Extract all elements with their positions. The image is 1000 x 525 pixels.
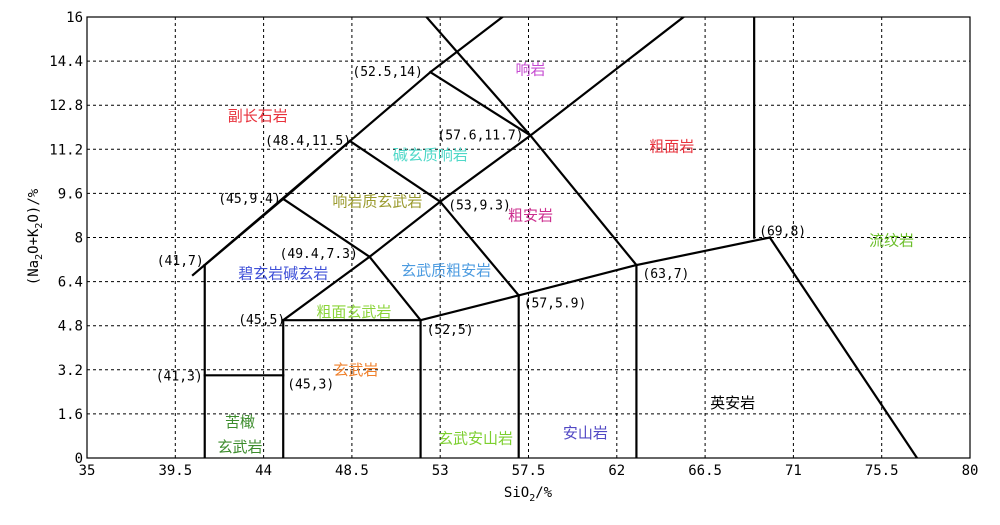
vertex-label: (41,3) [156, 369, 203, 384]
boundary-line [635, 236, 772, 267]
vertex-label: (57,5.9) [524, 296, 587, 311]
vertex-label: (48.4,11.5) [265, 134, 351, 149]
y-tick-label: 0 [75, 451, 83, 467]
rock-name-label: 响岩 [515, 60, 545, 78]
x-tick-label: 44 [255, 463, 272, 479]
plot-frame [86, 16, 971, 459]
boundary-line [281, 197, 372, 259]
x-tick-label: 71 [785, 463, 802, 479]
boundary-line [428, 70, 532, 138]
svg-text:(Na2O+K2O)/%: (Na2O+K2O)/% [26, 188, 45, 285]
boundary-line [368, 200, 442, 259]
classification-boundaries [191, 17, 919, 458]
vertex-label: (45,5) [238, 313, 285, 328]
x-tick-label: 66.5 [688, 463, 722, 479]
x-tick-label: 75.5 [865, 463, 899, 479]
boundary-line [428, 17, 505, 74]
vertex-label: (45,3) [287, 377, 334, 392]
rock-name-label: 碧玄岩碱玄岩 [238, 264, 328, 282]
y-tick-label: 9.6 [58, 186, 83, 202]
rock-name-label: 流纹岩 [869, 231, 914, 249]
boundary-line [348, 139, 442, 204]
vertex-label: (57.6,11.7) [437, 129, 523, 144]
x-tick-label: 53 [432, 463, 449, 479]
boundary-line [425, 17, 533, 138]
rock-name-label: 粗面玄武岩 [316, 303, 391, 321]
x-tick-labels: 35 39.5 44 48.5 53 57.5 62 66.5 71 75.5 80 [79, 463, 979, 479]
grid-lines [87, 17, 970, 458]
x-tick-label: 48.5 [335, 463, 369, 479]
rock-name-label: 玄武岩 [333, 361, 378, 379]
vertex-label: (63,7) [642, 267, 689, 282]
y-tick-label: 16 [66, 10, 83, 26]
rock-name-label: 英安岩 [710, 394, 755, 412]
rock-name-label: 碱玄质响岩 [393, 146, 468, 164]
y-axis-title: (Na2O+K2O)/% [26, 188, 45, 285]
y-tick-label: 6.4 [58, 275, 83, 291]
boundary-line [438, 133, 532, 204]
x-tick-label: 80 [962, 463, 979, 479]
boundary-line [368, 255, 423, 322]
rock-name-label: 玄武安山岩 [438, 430, 513, 448]
vertex-label: (41,7) [157, 254, 204, 269]
boundary-line [517, 263, 638, 297]
rock-name-label: 粗面岩 [649, 138, 694, 156]
vertex-label: (45,9.4) [218, 192, 281, 207]
y-tick-label: 12.8 [49, 98, 83, 114]
y-tick-label: 14.4 [49, 54, 83, 70]
svg-text:SiO2/%: SiO2/% [504, 485, 553, 504]
boundary-line [191, 139, 352, 277]
x-tick-label: 57.5 [512, 463, 546, 479]
y-tick-label: 1.6 [58, 407, 83, 423]
x-tick-label: 62 [608, 463, 625, 479]
y-tick-labels: 0 1.6 3.2 4.8 6.4 8 9.6 11.2 12.8 14.4 16 [49, 10, 83, 467]
rock-name-label: 粗安岩 [508, 206, 553, 224]
y-tick-label: 11.2 [49, 142, 83, 158]
boundary-line [528, 17, 686, 138]
boundary-line [528, 133, 638, 267]
vertex-label: (53,9.3) [448, 199, 511, 214]
rock-name-label: 玄武岩 [218, 438, 263, 456]
y-tick-label: 4.8 [58, 319, 83, 335]
x-tick-label: 39.5 [158, 463, 192, 479]
boundary-line [348, 70, 432, 143]
vertex-label: (69,8) [759, 225, 806, 240]
vertex-label: (52.5,14) [352, 65, 422, 80]
boundary-line [281, 255, 372, 322]
vertex-labels: (52.5,14) (48.4,11.5) (57.6,11.7) (45,9.4) (… [156, 65, 806, 392]
boundary-line [438, 200, 521, 297]
rock-name-label: 响岩质玄武岩 [332, 193, 422, 211]
vertex-label: (52,5) [427, 323, 474, 338]
x-tick-label: 35 [79, 463, 96, 479]
vertex-label: (49.4,7.3) [280, 247, 358, 262]
boundary-line [419, 294, 521, 322]
y-tick-label: 8 [75, 231, 83, 247]
y-tick-label: 3.2 [58, 363, 83, 379]
x-axis-title: SiO2/% [504, 485, 553, 504]
boundary-line [768, 235, 919, 458]
rock-name-label: 安山岩 [563, 424, 608, 442]
rock-name-label: 副长石岩 [228, 107, 288, 125]
rock-name-label: 苦橄 [225, 413, 255, 431]
rock-name-label: 玄武质粗安岩 [401, 262, 491, 280]
